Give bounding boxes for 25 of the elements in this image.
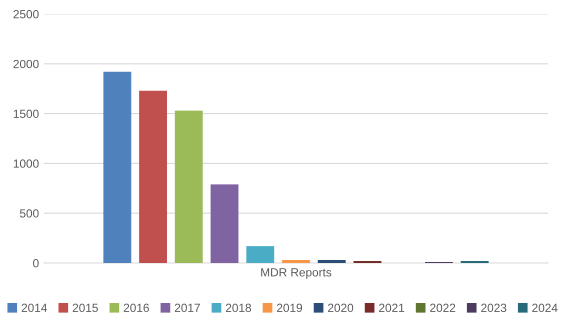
legend-label: 2018	[226, 304, 252, 312]
y-tick-label: 500	[20, 209, 39, 218]
bar	[103, 72, 132, 263]
legend-label: 2019	[276, 304, 302, 312]
bar	[139, 90, 167, 263]
y-tick-label: 1500	[14, 110, 39, 118]
legend-label: 2021	[379, 304, 404, 312]
y-tick-label: 1000	[14, 159, 39, 168]
y-tick-label: 2500	[13, 10, 39, 18]
legend-label: 2022	[430, 304, 456, 312]
y-tick-label: 2000	[13, 60, 39, 68]
bar	[282, 260, 310, 263]
legend-label: 2024	[532, 304, 558, 312]
x-tick-label: MDR Reports	[261, 268, 332, 279]
legend-label: 2020	[328, 304, 354, 312]
legend-label: 2014	[22, 304, 48, 312]
legend-label: 2016	[124, 304, 149, 312]
bar	[318, 260, 346, 263]
legend-label: 2023	[481, 304, 506, 312]
legend-label: 2017	[174, 304, 200, 312]
bar	[174, 110, 203, 263]
legend-label: 2015	[72, 304, 98, 312]
y-tick-label: 0	[33, 259, 39, 268]
bar	[246, 246, 274, 263]
bar	[210, 184, 238, 263]
